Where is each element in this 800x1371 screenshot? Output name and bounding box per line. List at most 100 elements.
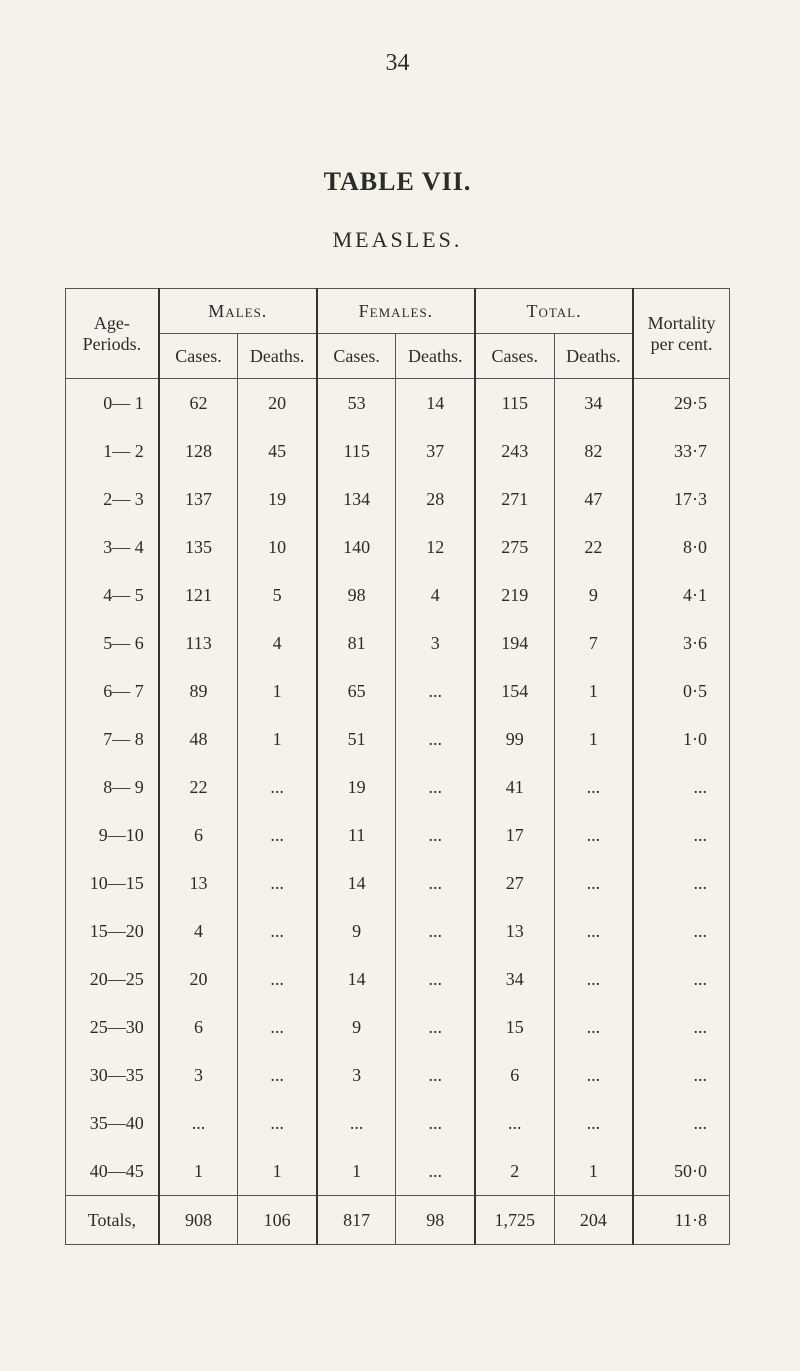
cell-mc: ... (159, 1099, 238, 1147)
table-row: 0— 1622053141153429·5 (66, 379, 730, 428)
cell-tc: 99 (475, 715, 554, 763)
page-number: 34 (65, 50, 730, 77)
cell-td: ... (554, 859, 633, 907)
measles-table: Age- Periods. Males. Females. Total. Mor… (65, 288, 730, 1245)
cell-md: 1 (238, 667, 317, 715)
cell-mort: 4·1 (633, 571, 729, 619)
cell-mc: 22 (159, 763, 238, 811)
cell-td: 34 (554, 379, 633, 428)
cell-mort: 33·7 (633, 427, 729, 475)
cell-fc: 19 (317, 763, 396, 811)
cell-mort: ... (633, 811, 729, 859)
totals-mc: 908 (159, 1196, 238, 1245)
cell-tc: 275 (475, 523, 554, 571)
totals-tc: 1,725 (475, 1196, 554, 1245)
cell-fc: 134 (317, 475, 396, 523)
cell-mc: 6 (159, 1003, 238, 1051)
cell-tc: 6 (475, 1051, 554, 1099)
cell-mc: 6 (159, 811, 238, 859)
table-row: 35—40..................... (66, 1099, 730, 1147)
cell-mort: 3·6 (633, 619, 729, 667)
cell-td: ... (554, 955, 633, 1003)
cell-tc: 115 (475, 379, 554, 428)
cell-fd: ... (396, 715, 475, 763)
cell-fc: 98 (317, 571, 396, 619)
cell-age: 0— 1 (66, 379, 159, 428)
cell-mc: 3 (159, 1051, 238, 1099)
cell-fd: 4 (396, 571, 475, 619)
cell-tc: 194 (475, 619, 554, 667)
cell-tc: 13 (475, 907, 554, 955)
cell-md: ... (238, 859, 317, 907)
cell-md: ... (238, 955, 317, 1003)
cell-td: ... (554, 763, 633, 811)
table-row: 40—45111...2150·0 (66, 1147, 730, 1196)
table-title: TABLE VII. (65, 167, 730, 197)
cell-age: 30—35 (66, 1051, 159, 1099)
cell-fc: 140 (317, 523, 396, 571)
cell-td: 1 (554, 715, 633, 763)
cell-tc: 27 (475, 859, 554, 907)
cell-age: 40—45 (66, 1147, 159, 1196)
cell-tc: 41 (475, 763, 554, 811)
cell-mc: 62 (159, 379, 238, 428)
table-subtitle: MEASLES. (65, 227, 730, 253)
cell-mort: ... (633, 907, 729, 955)
header-females-deaths: Deaths. (396, 334, 475, 379)
cell-mc: 13 (159, 859, 238, 907)
cell-age: 10—15 (66, 859, 159, 907)
table-row: 25—306...9...15...... (66, 1003, 730, 1051)
cell-md: 1 (238, 715, 317, 763)
cell-fc: 9 (317, 1003, 396, 1051)
cell-md: 5 (238, 571, 317, 619)
cell-md: ... (238, 811, 317, 859)
table-row: 5— 6113481319473·6 (66, 619, 730, 667)
cell-td: 82 (554, 427, 633, 475)
cell-td: 1 (554, 667, 633, 715)
cell-fc: 3 (317, 1051, 396, 1099)
header-males-cases: Cases. (159, 334, 238, 379)
cell-fd: ... (396, 763, 475, 811)
cell-fc: 9 (317, 907, 396, 955)
cell-age: 7— 8 (66, 715, 159, 763)
cell-fc: 14 (317, 859, 396, 907)
cell-td: 9 (554, 571, 633, 619)
table-row: 3— 41351014012275228·0 (66, 523, 730, 571)
cell-td: ... (554, 907, 633, 955)
cell-mort: 17·3 (633, 475, 729, 523)
cell-mort: 50·0 (633, 1147, 729, 1196)
cell-fd: ... (396, 1099, 475, 1147)
cell-mort: ... (633, 955, 729, 1003)
cell-age: 5— 6 (66, 619, 159, 667)
cell-tc: 2 (475, 1147, 554, 1196)
cell-tc: ... (475, 1099, 554, 1147)
cell-tc: 154 (475, 667, 554, 715)
cell-mc: 137 (159, 475, 238, 523)
cell-mc: 128 (159, 427, 238, 475)
cell-md: ... (238, 1099, 317, 1147)
cell-fc: ... (317, 1099, 396, 1147)
cell-fd: ... (396, 955, 475, 1003)
cell-fd: ... (396, 1003, 475, 1051)
page: 34 TABLE VII. MEASLES. Age- Periods. Mal… (0, 0, 800, 1371)
totals-fd: 98 (396, 1196, 475, 1245)
table-row: 8— 922...19...41...... (66, 763, 730, 811)
cell-mort: ... (633, 1051, 729, 1099)
cell-md: ... (238, 907, 317, 955)
cell-mc: 48 (159, 715, 238, 763)
cell-mort: ... (633, 763, 729, 811)
table-row: 30—353...3...6...... (66, 1051, 730, 1099)
cell-tc: 243 (475, 427, 554, 475)
cell-mc: 121 (159, 571, 238, 619)
table-row: 1— 212845115372438233·7 (66, 427, 730, 475)
cell-fd: ... (396, 907, 475, 955)
totals-md: 106 (238, 1196, 317, 1245)
cell-td: ... (554, 1051, 633, 1099)
cell-fd: 37 (396, 427, 475, 475)
cell-fd: ... (396, 667, 475, 715)
cell-fd: 14 (396, 379, 475, 428)
cell-md: 19 (238, 475, 317, 523)
cell-fc: 81 (317, 619, 396, 667)
totals-mort: 11·8 (633, 1196, 729, 1245)
cell-mc: 1 (159, 1147, 238, 1196)
